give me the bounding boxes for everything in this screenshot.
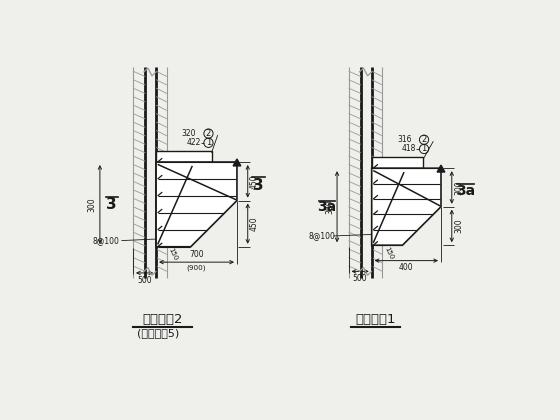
Text: 450: 450 [250, 216, 259, 231]
Text: 1: 1 [206, 138, 211, 147]
Text: 316: 316 [397, 135, 412, 144]
Text: 3: 3 [253, 178, 264, 193]
Text: 1: 1 [422, 144, 427, 153]
Polygon shape [372, 157, 423, 168]
Polygon shape [233, 159, 241, 166]
Text: 700: 700 [189, 250, 204, 259]
Text: 2: 2 [422, 135, 427, 144]
Text: 牛腿大样1: 牛腿大样1 [355, 313, 396, 326]
Text: 500: 500 [137, 276, 152, 285]
Text: 3a: 3a [318, 200, 337, 214]
Text: 500: 500 [353, 275, 367, 284]
Text: 150: 150 [383, 246, 394, 260]
Text: 400: 400 [399, 263, 414, 272]
Polygon shape [156, 162, 237, 247]
Text: (牛腿大样5): (牛腿大样5) [137, 328, 180, 339]
Polygon shape [372, 168, 441, 245]
Text: 450: 450 [250, 174, 259, 189]
Text: 300: 300 [325, 200, 334, 214]
Text: 2: 2 [206, 129, 211, 138]
Text: 3: 3 [106, 197, 116, 212]
Polygon shape [437, 165, 445, 172]
Text: (900): (900) [187, 265, 206, 271]
Polygon shape [156, 150, 212, 162]
Text: 300: 300 [454, 180, 463, 195]
Text: 3a: 3a [456, 184, 475, 198]
Text: 300: 300 [454, 219, 463, 233]
Text: 418: 418 [402, 144, 417, 153]
Text: 8@100: 8@100 [308, 231, 335, 241]
Text: 牛腿大样2: 牛腿大样2 [142, 313, 183, 326]
Text: 8@100: 8@100 [92, 236, 119, 245]
Text: 150: 150 [167, 247, 179, 262]
Text: 422: 422 [186, 138, 200, 147]
Text: 300: 300 [88, 197, 97, 212]
Text: 320: 320 [181, 129, 196, 138]
